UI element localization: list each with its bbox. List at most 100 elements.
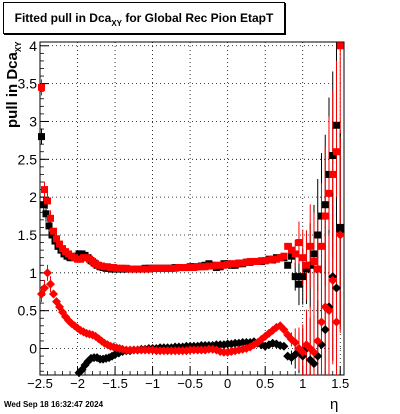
- square-marker: [329, 170, 337, 178]
- diamond-marker: [331, 317, 341, 327]
- square-marker: [261, 257, 269, 265]
- square-marker: [325, 170, 333, 178]
- square-marker: [122, 264, 130, 272]
- timestamp: Wed Sep 18 16:32:47 2024: [4, 400, 104, 409]
- diamond-marker: [46, 279, 56, 289]
- square-marker: [190, 264, 198, 272]
- square-marker: [149, 264, 157, 272]
- square-marker: [321, 201, 329, 209]
- y-tick-label: 1.5: [18, 227, 38, 243]
- square-marker: [205, 262, 213, 270]
- square-marker: [254, 257, 262, 265]
- square-marker: [156, 264, 164, 272]
- diamond-marker: [43, 268, 53, 278]
- square-marker: [321, 212, 329, 220]
- square-marker: [317, 242, 325, 250]
- chart-title-box: Fitted pull in DcaXY for Global Rec Pion…: [3, 2, 285, 34]
- diamond-marker: [335, 230, 345, 240]
- square-marker: [325, 189, 333, 197]
- square-marker: [137, 265, 145, 273]
- x-tick-label: −1.5: [102, 376, 128, 391]
- y-tick-label: 1: [29, 265, 37, 281]
- square-marker: [291, 273, 299, 281]
- square-marker: [299, 273, 307, 281]
- square-marker: [287, 252, 295, 260]
- square-marker: [235, 259, 243, 267]
- square-marker: [164, 264, 172, 272]
- plot-frame: [39, 41, 345, 376]
- square-marker: [269, 255, 277, 263]
- diamond-marker: [309, 359, 319, 369]
- diamond-marker: [279, 325, 289, 335]
- square-marker: [284, 261, 292, 269]
- x-tick-label: −1: [145, 376, 160, 391]
- square-marker: [179, 264, 187, 272]
- square-marker: [50, 227, 58, 235]
- square-marker: [314, 231, 322, 239]
- x-tick-label: 1.5: [331, 376, 349, 391]
- diamond-marker: [290, 337, 300, 347]
- square-marker: [317, 212, 325, 220]
- diamond-marker: [37, 289, 47, 299]
- y-tick-label: 0: [29, 341, 37, 357]
- square-marker: [242, 258, 250, 266]
- chart-title: Fitted pull in DcaXY for Global Rec Pion…: [4, 11, 284, 28]
- x-tick-label: 0: [224, 376, 231, 391]
- square-marker: [306, 242, 314, 250]
- square-marker: [227, 260, 235, 268]
- data-markers: [37, 42, 345, 378]
- square-marker: [291, 250, 299, 258]
- square-marker: [197, 263, 205, 271]
- square-marker: [306, 261, 314, 269]
- chart-title-prefix: Fitted pull in Dca: [14, 11, 112, 25]
- square-marker: [302, 265, 310, 273]
- square-marker: [224, 261, 232, 269]
- square-marker: [287, 246, 295, 254]
- diamond-marker: [97, 336, 107, 346]
- square-marker: [310, 257, 318, 265]
- square-marker: [212, 261, 220, 269]
- diamond-marker: [328, 275, 338, 285]
- square-marker: [299, 254, 307, 262]
- chart-title-subscript: XY: [111, 19, 122, 28]
- diamond-marker: [316, 317, 326, 327]
- x-tick-label: 0.5: [256, 376, 274, 391]
- square-marker: [145, 265, 153, 273]
- square-marker: [250, 257, 258, 265]
- square-marker: [276, 254, 284, 262]
- square-marker: [171, 264, 179, 272]
- square-marker: [280, 252, 288, 260]
- square-marker: [231, 260, 239, 268]
- square-marker: [332, 148, 340, 156]
- diamond-marker: [320, 325, 330, 335]
- square-marker: [53, 235, 61, 243]
- square-marker: [329, 152, 337, 160]
- x-axis-label: η: [330, 396, 339, 413]
- square-marker: [141, 265, 149, 273]
- square-marker: [257, 257, 265, 265]
- square-marker: [56, 240, 64, 248]
- square-marker: [45, 222, 53, 230]
- y-tick-label: 2: [29, 189, 37, 205]
- y-tick-label: 0.5: [18, 303, 38, 319]
- diamond-marker: [331, 283, 341, 293]
- chart-title-suffix: for Global Rec Pion EtapT: [121, 11, 274, 25]
- x-tick-label: 1: [299, 376, 306, 391]
- square-marker: [42, 210, 50, 218]
- diamond-marker: [309, 347, 319, 357]
- square-marker: [167, 264, 175, 272]
- square-marker: [246, 257, 254, 265]
- diamond-marker: [324, 306, 334, 316]
- square-marker: [216, 261, 224, 269]
- square-marker: [186, 264, 194, 272]
- square-marker: [47, 214, 55, 222]
- square-marker: [265, 256, 273, 264]
- square-marker: [38, 83, 46, 91]
- diamond-marker: [313, 336, 323, 346]
- y-tick-label: 4: [29, 38, 37, 54]
- square-marker: [314, 265, 322, 273]
- square-marker: [209, 262, 217, 270]
- diamond-marker: [298, 347, 308, 357]
- square-marker: [130, 265, 138, 273]
